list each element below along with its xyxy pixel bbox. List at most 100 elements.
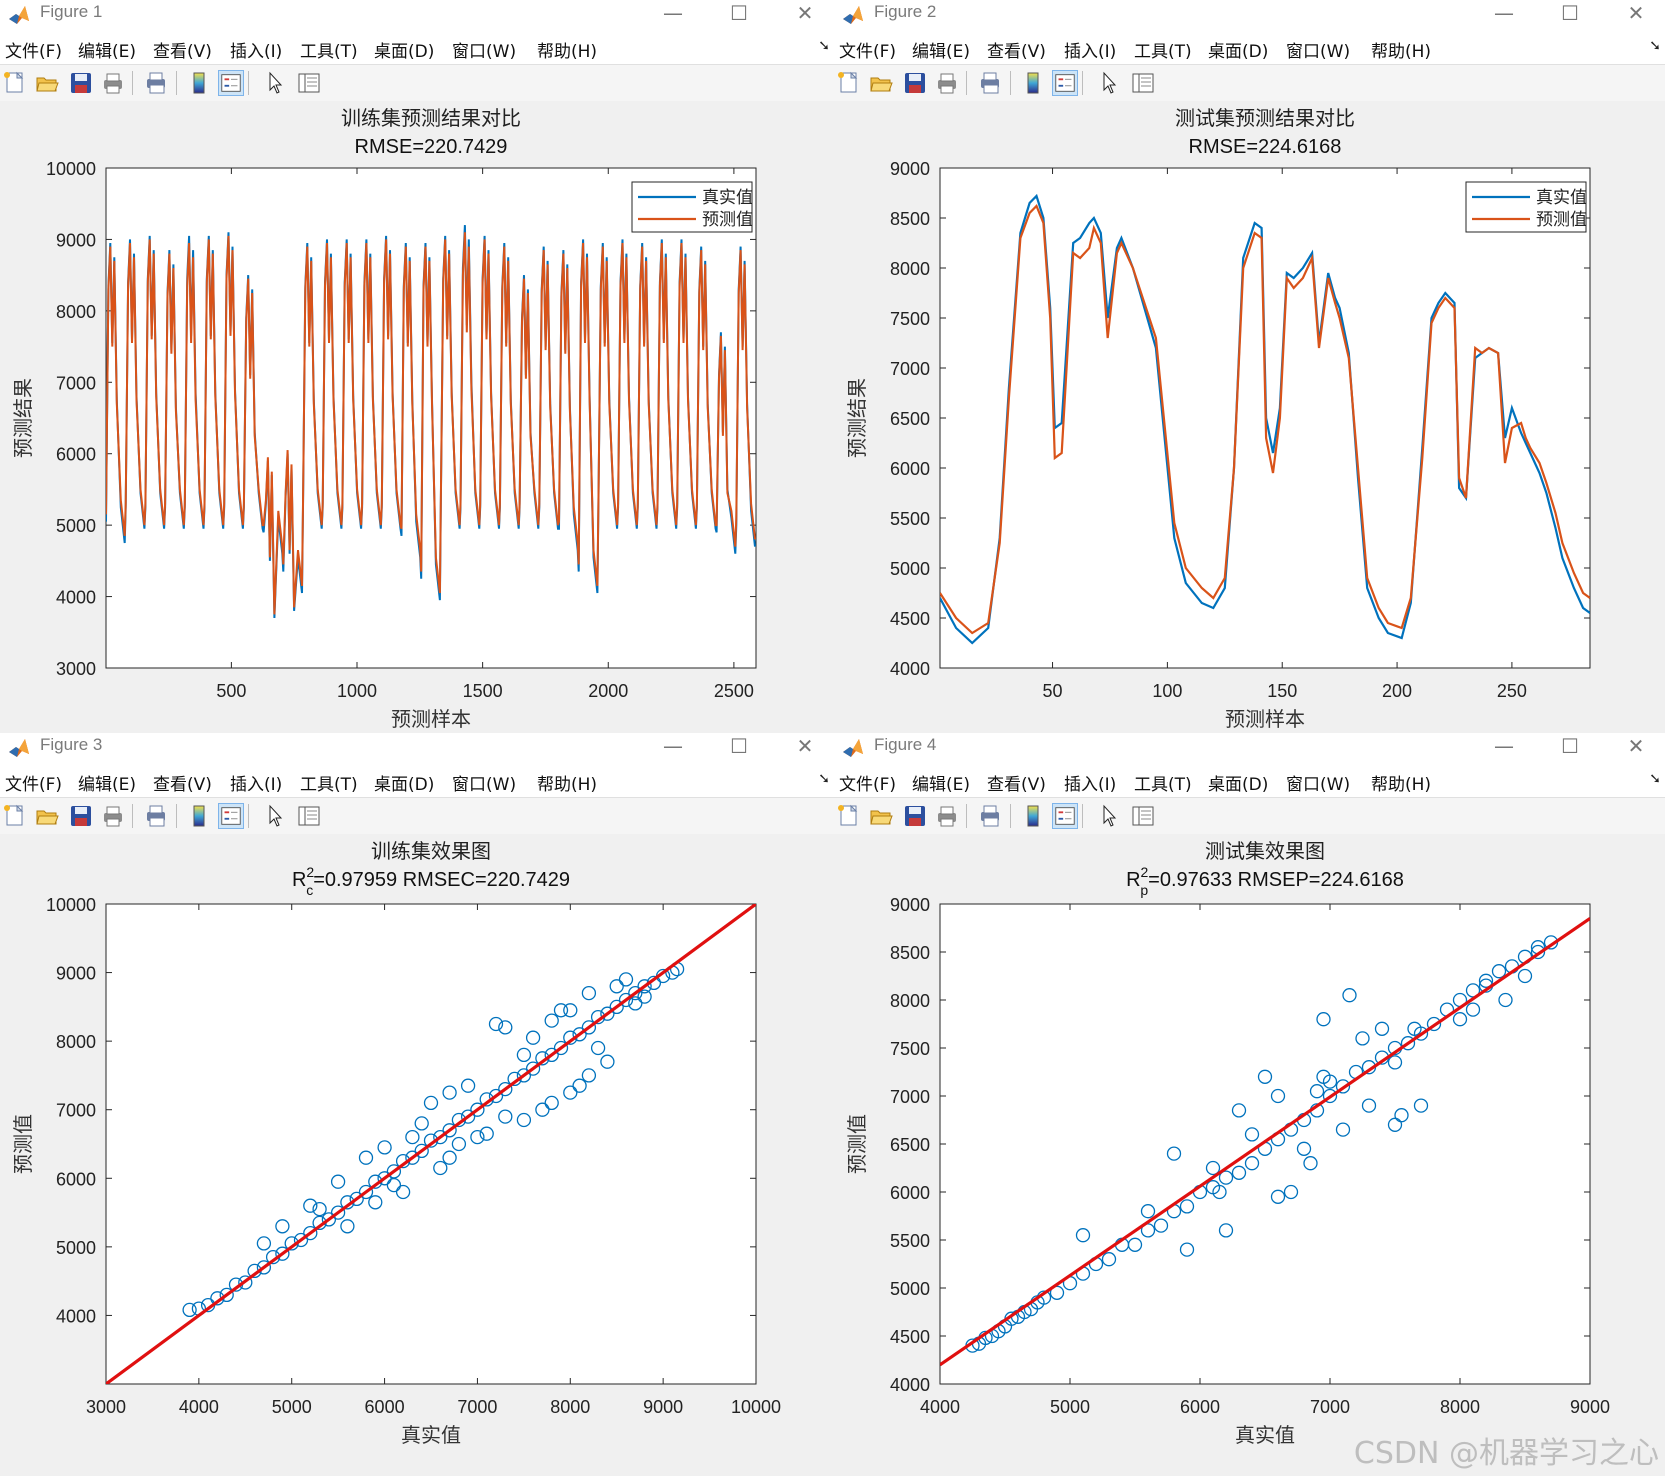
menu-item-7[interactable]: 帮助(H): [537, 42, 598, 62]
menu-item-6[interactable]: 窗口(W): [452, 775, 517, 795]
menu-item-7[interactable]: 帮助(H): [1371, 775, 1432, 795]
property-inspector-icon[interactable]: [1130, 70, 1156, 96]
save-icon[interactable]: [68, 70, 94, 96]
menu-item-1[interactable]: 编辑(E): [78, 775, 137, 795]
menu-item-5[interactable]: 桌面(D): [374, 42, 435, 62]
print-preview-icon[interactable]: [144, 803, 170, 829]
legend-icon[interactable]: [1052, 803, 1078, 829]
menu-item-6[interactable]: 窗口(W): [1286, 42, 1351, 62]
minimize-button[interactable]: —: [663, 734, 683, 758]
print-icon[interactable]: [100, 803, 126, 829]
colorbar-icon[interactable]: [1020, 803, 1046, 829]
menu-item-1[interactable]: 编辑(E): [912, 775, 971, 795]
menu-item-7[interactable]: 帮助(H): [1371, 42, 1432, 62]
menu-item-4[interactable]: 工具(T): [1134, 775, 1192, 795]
print-icon[interactable]: [934, 803, 960, 829]
menu-item-2[interactable]: 查看(V): [987, 42, 1046, 62]
menu-item-0[interactable]: 文件(F): [5, 775, 63, 795]
menu-item-6[interactable]: 窗口(W): [1286, 775, 1351, 795]
minimize-button[interactable]: —: [1494, 734, 1514, 758]
open-file-icon[interactable]: [868, 70, 894, 96]
maximize-button[interactable]: ☐: [730, 734, 748, 758]
menu-item-3[interactable]: 插入(I): [1064, 775, 1117, 795]
scatter-point: [1303, 1156, 1318, 1171]
colorbar-icon[interactable]: [186, 803, 212, 829]
open-file-icon[interactable]: [34, 70, 60, 96]
dock-arrow-icon[interactable]: ➘: [1649, 771, 1661, 787]
property-inspector-icon[interactable]: [296, 803, 322, 829]
new-figure-icon[interactable]: [836, 803, 862, 829]
icon-part: [221, 74, 241, 92]
new-figure-icon[interactable]: [836, 70, 862, 96]
menu-item-2[interactable]: 查看(V): [153, 775, 212, 795]
x-tick-label: 9000: [1570, 1397, 1610, 1417]
property-inspector-icon[interactable]: [296, 70, 322, 96]
property-inspector-icon[interactable]: [1130, 803, 1156, 829]
open-file-icon[interactable]: [868, 803, 894, 829]
menu-item-3[interactable]: 插入(I): [230, 775, 283, 795]
dock-arrow-icon[interactable]: ➘: [1649, 38, 1661, 54]
title-bar[interactable]: Figure 3 — ☐ ✕: [0, 733, 834, 763]
scatter-point: [1452, 1012, 1468, 1027]
new-figure-icon[interactable]: [2, 70, 28, 96]
maximize-button[interactable]: ☐: [1561, 734, 1579, 758]
new-figure-icon[interactable]: [2, 803, 28, 829]
menu-item-4[interactable]: 工具(T): [300, 775, 358, 795]
maximize-button[interactable]: ☐: [730, 1, 748, 25]
colorbar-icon[interactable]: [186, 70, 212, 96]
print-icon[interactable]: [100, 70, 126, 96]
scatter-point: [590, 1040, 606, 1056]
menu-item-5[interactable]: 桌面(D): [1208, 775, 1269, 795]
menu-item-0[interactable]: 文件(F): [839, 42, 897, 62]
pointer-icon[interactable]: [262, 803, 288, 829]
x-axis-label: 预测样本: [391, 708, 471, 731]
menu-item-0[interactable]: 文件(F): [839, 775, 897, 795]
menu-item-3[interactable]: 插入(I): [1064, 42, 1117, 62]
dock-arrow-icon[interactable]: ➘: [818, 771, 830, 787]
y-tick-label: 9000: [56, 230, 96, 250]
save-icon[interactable]: [68, 803, 94, 829]
menu-item-4[interactable]: 工具(T): [300, 42, 358, 62]
minimize-button[interactable]: —: [663, 1, 683, 25]
menu-item-3[interactable]: 插入(I): [230, 42, 283, 62]
print-icon[interactable]: [934, 70, 960, 96]
pointer-icon[interactable]: [1096, 803, 1122, 829]
save-icon[interactable]: [902, 803, 928, 829]
close-button[interactable]: ✕: [1627, 1, 1645, 25]
menu-item-7[interactable]: 帮助(H): [537, 775, 598, 795]
dock-arrow-icon[interactable]: ➘: [818, 38, 830, 54]
menu-item-4[interactable]: 工具(T): [1134, 42, 1192, 62]
scatter-point: [442, 1123, 457, 1138]
close-button[interactable]: ✕: [796, 734, 814, 758]
legend-icon[interactable]: [218, 803, 244, 829]
menu-item-2[interactable]: 查看(V): [153, 42, 212, 62]
x-tick-label: 5000: [1050, 1397, 1090, 1417]
print-preview-icon[interactable]: [144, 70, 170, 96]
menu-item-5[interactable]: 桌面(D): [374, 775, 435, 795]
title-bar[interactable]: Figure 2 — ☐ ✕: [834, 0, 1665, 30]
colorbar-icon[interactable]: [1020, 70, 1046, 96]
print-preview-icon[interactable]: [978, 70, 1004, 96]
minimize-button[interactable]: —: [1494, 1, 1514, 25]
menu-item-1[interactable]: 编辑(E): [78, 42, 137, 62]
menu-item-1[interactable]: 编辑(E): [912, 42, 971, 62]
title-bar[interactable]: Figure 4 — ☐ ✕: [834, 733, 1665, 763]
close-button[interactable]: ✕: [796, 1, 814, 25]
pointer-icon[interactable]: [262, 70, 288, 96]
pointer-icon[interactable]: [1096, 70, 1122, 96]
print-preview-icon[interactable]: [978, 803, 1004, 829]
menu-item-5[interactable]: 桌面(D): [1208, 42, 1269, 62]
menu-item-6[interactable]: 窗口(W): [452, 42, 517, 62]
menu-item-2[interactable]: 查看(V): [987, 775, 1046, 795]
legend-icon[interactable]: [218, 70, 244, 96]
close-button[interactable]: ✕: [1627, 734, 1645, 758]
menu-item-0[interactable]: 文件(F): [5, 42, 63, 62]
scatter-point: [303, 1198, 318, 1213]
open-file-icon[interactable]: [34, 803, 60, 829]
scatter-point: [451, 1136, 467, 1152]
title-bar[interactable]: Figure 1 — ☐ ✕: [0, 0, 834, 30]
maximize-button[interactable]: ☐: [1561, 1, 1579, 25]
save-icon[interactable]: [902, 70, 928, 96]
legend-icon[interactable]: [1052, 70, 1078, 96]
icon-part: [75, 807, 87, 814]
